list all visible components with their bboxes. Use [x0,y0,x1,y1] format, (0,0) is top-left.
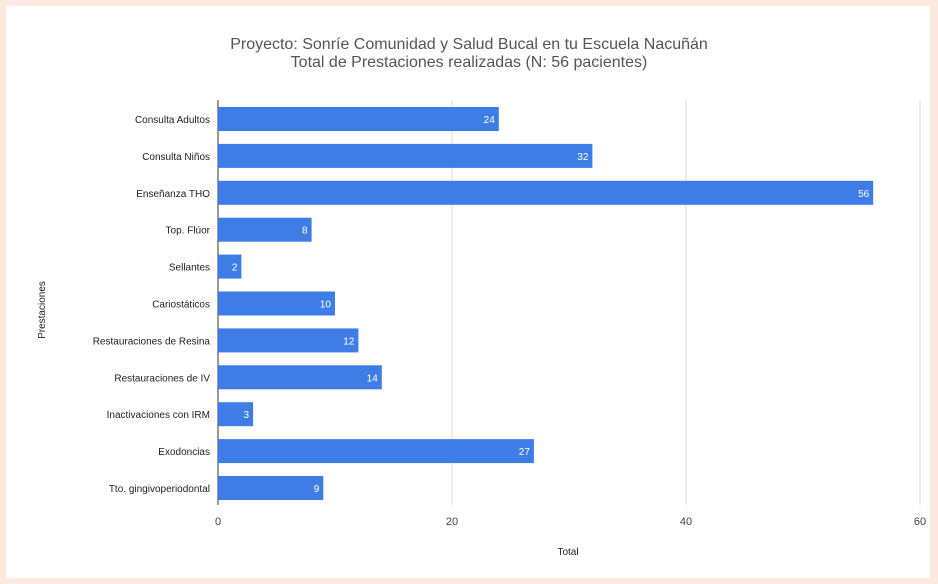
x-tick-label: 40 [680,516,692,528]
data-label: 9 [314,484,320,495]
bar [218,143,593,168]
category-label: Consulta Adultos [135,115,210,126]
category-label: Exodoncias [158,447,210,458]
bar [218,439,534,464]
y-axis-title: Prestaciones [37,281,48,339]
category-label: Enseñanza THO [136,189,210,200]
category-label: Consulta Niños [142,152,210,163]
category-label: Top. Flúor [166,226,211,237]
x-axis-title: Total [557,547,578,558]
bar [218,402,254,427]
category-label: Cariostáticos [152,300,210,311]
bar [218,217,312,242]
bar [218,365,382,390]
chart-title: Proyecto: Sonríe Comunidad y Salud Bucal… [230,36,708,53]
bar [218,476,324,500]
data-label: 10 [320,300,332,311]
data-label: 12 [343,336,355,347]
category-label: Restauraciones de IV [114,373,210,384]
bar [218,180,874,205]
bars: 24 32 56 8 2 10 12 14 3 27 9 [218,107,874,500]
data-label: 24 [484,115,496,126]
x-tick-label: 60 [914,516,926,528]
chart-card [6,6,930,578]
data-label: 8 [302,226,308,237]
x-tick-label: 0 [215,516,221,528]
data-label: 56 [858,189,870,200]
category-label: Inactivaciones con IRM [107,410,210,421]
category-label: Restauraciones de Resina [93,336,211,347]
data-label: 27 [519,447,531,458]
bar [218,107,499,131]
x-tick-labels: 0 20 40 60 [215,516,926,528]
bar [218,254,242,279]
category-label: Tto. gingivoperiodontal [109,484,210,495]
data-label: 3 [244,410,250,421]
data-label: 2 [232,263,238,274]
data-label: 14 [367,373,379,384]
data-label: 32 [577,152,589,163]
category-labels: Consulta Adultos Consulta Niños Enseñanza … [93,115,211,495]
category-label: Sellantes [169,263,210,274]
bar [218,291,335,316]
x-tick-label: 20 [446,516,458,528]
bar [218,328,359,353]
chart-subtitle: Total de Prestaciones realizadas (N: 56 … [290,54,648,71]
